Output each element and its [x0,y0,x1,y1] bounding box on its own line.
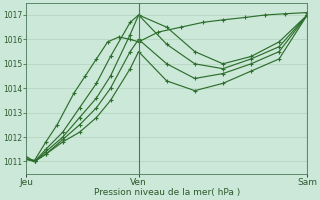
X-axis label: Pression niveau de la mer( hPa ): Pression niveau de la mer( hPa ) [93,188,240,197]
